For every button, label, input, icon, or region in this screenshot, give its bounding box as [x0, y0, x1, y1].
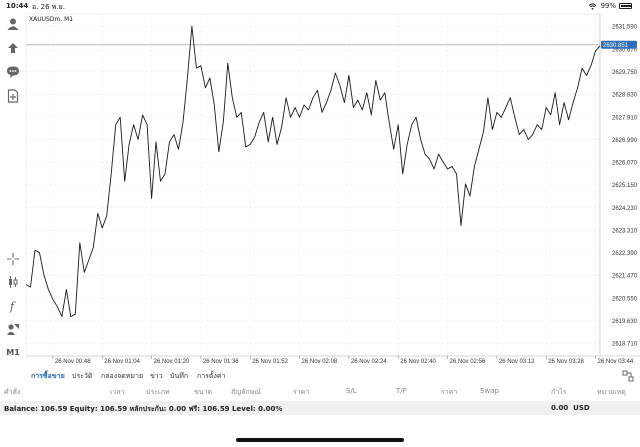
col-sl: S/L — [346, 387, 357, 395]
x-tick-label: 26 Nov 03:12 — [499, 359, 535, 365]
col-swap: Swap — [480, 387, 499, 395]
col-volume: ขนาด — [194, 388, 213, 396]
x-tick-label: 26 Nov 01:20 — [154, 359, 190, 365]
col-price-open: ราคา — [293, 388, 310, 396]
col-order: คำสั่ง — [4, 388, 21, 396]
balance-total: 0.00 USD — [551, 404, 590, 412]
total-profit: 0.00 — [551, 404, 569, 412]
balance-row: Balance: 106.59 Equity: 106.59 หลักประกั… — [0, 401, 640, 415]
y-tick-label: 2623.310 — [612, 228, 638, 234]
y-tick-label: 2618.710 — [612, 342, 638, 348]
account-icon[interactable] — [4, 15, 22, 33]
x-tick-label: 26 Nov 02:24 — [351, 359, 387, 365]
price-series-line — [25, 25, 601, 318]
col-symbol: สัญลักษณ์ — [231, 388, 261, 396]
y-tick-label: 2619.630 — [612, 319, 638, 325]
terminal-tabs: การซื้อขาย ประวัติ กล่องจดหมาย ข่าว บันท… — [0, 369, 640, 383]
x-tick-label: 26 Nov 03:44 — [598, 359, 634, 365]
symbol-label: XAUUSDm, M1 — [29, 16, 73, 23]
y-tick-label: 2624.230 — [612, 206, 638, 212]
add-document-icon[interactable] — [4, 87, 22, 105]
objects-icon[interactable] — [4, 320, 22, 338]
currency-label: USD — [573, 404, 590, 412]
status-indicators: 99% — [588, 2, 632, 10]
y-tick-label: 2621.470 — [612, 274, 638, 280]
tab-history[interactable]: ประวัติ — [72, 372, 93, 380]
battery-icon — [619, 3, 632, 9]
timeframe-button[interactable]: M1 — [4, 343, 22, 361]
wifi-icon — [589, 2, 597, 10]
y-tick-label: 2620.550 — [612, 296, 638, 302]
timeframe-label: M1 — [6, 347, 20, 357]
chat-icon[interactable] — [4, 63, 22, 81]
y-tick-label: 2626.990 — [612, 138, 638, 144]
tab-mailbox[interactable]: กล่องจดหมาย — [101, 372, 144, 380]
col-profit: กำไร — [551, 388, 567, 396]
status-bar: 10:44 อ. 26 พ.ย. 99% — [0, 0, 640, 13]
orders-table-header: คำสั่ง เวลา ประเภท ขนาด สัญลักษณ์ ราคา S… — [0, 385, 640, 399]
x-tick-label: 26 Nov 01:04 — [104, 359, 140, 365]
trade-icon[interactable] — [4, 39, 22, 57]
status-time: 10:44 — [6, 2, 29, 10]
candlestick-icon[interactable] — [4, 273, 22, 291]
col-tp: T/P — [396, 387, 407, 395]
col-time: เวลา — [110, 388, 125, 396]
balance-summary: Balance: 106.59 Equity: 106.59 หลักประกั… — [4, 405, 283, 413]
x-tick-label: 26 Nov 01:36 — [203, 359, 239, 365]
col-type: ประเภท — [146, 388, 170, 396]
col-price-current: ราคา — [441, 388, 458, 396]
y-axis: 2631.590 2630.670 2629.750 2628.830 2627.910… — [612, 25, 638, 348]
current-price-tag: 2630.851 — [601, 40, 637, 49]
tab-news[interactable]: ข่าว — [150, 372, 163, 380]
y-tick-label: 2630.670 — [612, 47, 638, 53]
col-comment: หมายเหตุ — [597, 388, 626, 396]
crosshair-icon[interactable] — [4, 250, 22, 268]
tab-journal[interactable]: บันทึก — [170, 372, 189, 380]
status-date: อ. 26 พ.ย. — [32, 3, 65, 11]
y-tick-label: 2625.150 — [612, 183, 638, 189]
x-tick-label: 26 Nov 00:48 — [55, 359, 91, 365]
x-tick-label: 26 Nov 02:08 — [302, 359, 338, 365]
y-tick-label: 2626.070 — [612, 161, 638, 167]
y-tick-label: 2622.390 — [612, 251, 638, 257]
y-tick-label: 2628.830 — [612, 93, 638, 99]
tab-trade[interactable]: การซื้อขาย — [31, 372, 65, 380]
svg-text:f: f — [9, 300, 16, 313]
x-tick-label: 26 Nov 02:56 — [450, 359, 486, 365]
left-toolbar: f M1 — [0, 13, 26, 393]
function-icon[interactable]: f — [4, 297, 22, 315]
x-axis: 26 Nov 00:48 26 Nov 01:04 26 Nov 01:20 26 N… — [52, 356, 634, 365]
x-tick-label: 26 Nov 01:52 — [252, 359, 288, 365]
home-indicator[interactable] — [236, 438, 404, 442]
y-tick-label: 2631.590 — [612, 25, 638, 31]
y-tick-label: 2627.910 — [612, 115, 638, 121]
battery-percent: 99% — [600, 2, 616, 10]
x-tick-label: 26 Nov 03:28 — [548, 359, 584, 365]
expand-panel-icon[interactable] — [622, 370, 634, 382]
tab-settings[interactable]: การตั้งค่า — [197, 372, 226, 380]
current-price-label: 2630.851 — [603, 43, 629, 49]
x-tick-label: 26 Nov 02:40 — [400, 359, 436, 365]
y-tick-label: 2629.750 — [612, 70, 638, 76]
